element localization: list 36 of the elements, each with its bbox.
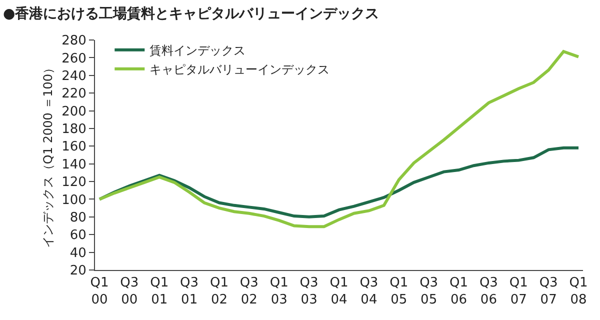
- x-tick-label: Q3 01: [180, 276, 199, 308]
- chart-title: ●香港における工場賃料とキャピタルバリューインデックス: [3, 6, 380, 22]
- y-tick-label: 160: [62, 140, 86, 155]
- x-tick-label: Q3 04: [360, 276, 378, 308]
- x-tick-label: Q1 03: [270, 276, 288, 308]
- x-tick-label: Q3 03: [300, 276, 318, 308]
- y-tick-label: 80: [70, 210, 86, 226]
- x-tick-label: Q1 01: [150, 276, 169, 308]
- x-tick-label: Q1 05: [390, 276, 408, 308]
- x-tick-label: Q1 06: [449, 276, 468, 308]
- y-tick-label: 60: [70, 228, 86, 244]
- x-tick-label: Q3 00: [120, 276, 139, 308]
- line-series: [98, 146, 580, 218]
- x-tick-label: Q1 00: [90, 276, 109, 308]
- y-tick-label: 100: [62, 192, 86, 208]
- x-tick-label: Q1 04: [330, 276, 348, 308]
- x-tick-label: Q1 02: [210, 276, 229, 308]
- x-tick-label: Q3 02: [240, 276, 258, 308]
- y-tick-label: 20: [70, 264, 86, 279]
- y-axis-title: インデックス（Q1 2000 ＝100）: [40, 62, 55, 248]
- y-tick-label: 40: [70, 246, 86, 261]
- x-tick-label: Q1 07: [509, 276, 528, 308]
- legend-label: 賃料インデックス: [150, 44, 246, 58]
- x-tick-label: Q3 07: [539, 276, 558, 308]
- y-tick-label: 180: [62, 122, 86, 138]
- y-tick-label: 260: [62, 51, 86, 66]
- y-tick-label: 280: [62, 34, 86, 49]
- y-tick-label: 200: [62, 104, 86, 120]
- y-tick-label: 240: [62, 68, 86, 84]
- y-tick-label: 220: [62, 86, 86, 102]
- x-tick-label: Q3 06: [479, 276, 498, 308]
- legend-label: キャピタルバリューインデックス: [150, 62, 330, 77]
- x-tick-label: Q1 08: [569, 276, 588, 308]
- y-tick-label: 120: [62, 175, 86, 190]
- x-tick-label: Q3 05: [420, 276, 438, 308]
- y-tick-label: 140: [62, 157, 86, 172]
